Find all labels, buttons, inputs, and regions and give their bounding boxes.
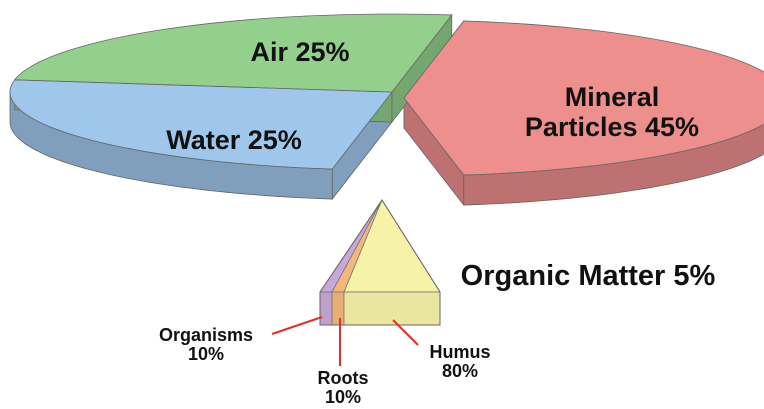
category-label: Air [250, 36, 288, 67]
category-label: Humus [429, 342, 491, 363]
slice-label: Humus 80% [429, 343, 490, 381]
value-label: 45% [645, 112, 700, 142]
leader-line [271, 316, 323, 335]
value-label: 10% [324, 387, 362, 407]
marks [9, 13, 764, 326]
category-label: Organisms [158, 325, 254, 346]
slice-label: Air 25% [250, 37, 349, 67]
category-label: Water [166, 124, 241, 155]
pie-slice [9, 79, 393, 170]
slice-label: Water 25% [166, 125, 302, 155]
value-label: 5% [673, 259, 716, 292]
slice-label: Roots 10% [318, 369, 369, 407]
leader-line [392, 319, 419, 346]
slice-label: Organic Matter 5% [461, 260, 716, 292]
wedge-front [343, 291, 441, 326]
value-label: 10% [187, 344, 225, 364]
value-label: 25% [295, 36, 350, 67]
value-label: 25% [247, 124, 302, 155]
pie-slice [13, 13, 453, 93]
category-label: Organic Matter [460, 259, 666, 292]
wedge-front [319, 291, 333, 326]
pie-slice [403, 20, 764, 176]
organic-wedge [319, 199, 441, 326]
slice-label: Organisms 10% [159, 326, 253, 364]
wedge-front [331, 291, 345, 326]
value-label: 80% [441, 361, 479, 381]
category-label: Mineral Particles [524, 81, 660, 142]
slice-label: Mineral Particles 45% [507, 82, 717, 142]
category-label: Roots [317, 368, 369, 389]
